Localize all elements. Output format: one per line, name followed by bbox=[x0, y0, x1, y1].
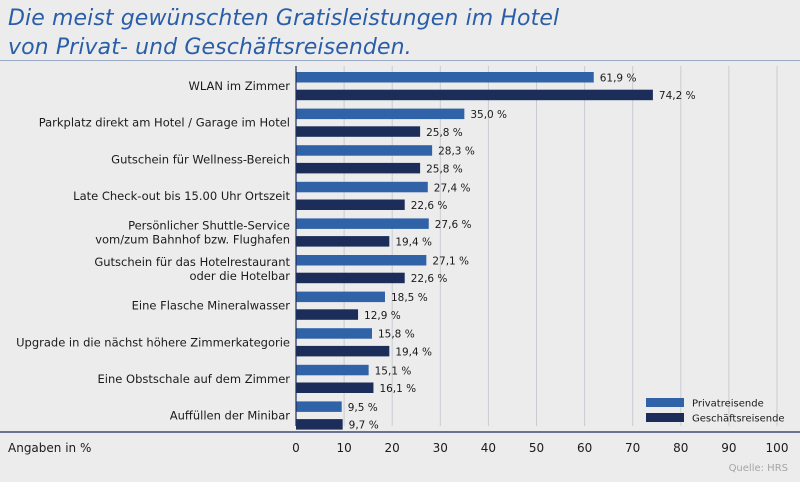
x-unit-label: Angaben in % bbox=[8, 441, 91, 455]
legend-label-privat: Privatreisende bbox=[692, 399, 764, 410]
x-tick-label-30: 30 bbox=[433, 441, 448, 455]
x-tick-label-50: 50 bbox=[529, 441, 544, 455]
x-tick-label-60: 60 bbox=[577, 441, 592, 455]
data-label-privat-9: 9,5 % bbox=[348, 402, 378, 414]
data-label-privat-3: 27,4 % bbox=[434, 182, 471, 194]
category-labels: WLAN im Zimmer Parkplatz direkt am Hotel … bbox=[16, 79, 290, 422]
bar-privat-3 bbox=[296, 181, 428, 193]
bar-geschaeft-7 bbox=[296, 345, 390, 357]
bar-geschaeft-8 bbox=[296, 382, 374, 393]
category-label-5-line-0: Gutschein für das Hotelrestaurant bbox=[94, 255, 290, 269]
bar-privat-0 bbox=[296, 72, 594, 83]
x-tick-label-90: 90 bbox=[721, 441, 736, 455]
bar-geschaeft-0 bbox=[296, 89, 653, 101]
data-label-geschaeft-6: 12,9 % bbox=[364, 310, 401, 322]
data-label-privat-8: 15,1 % bbox=[375, 365, 412, 377]
category-label-0: WLAN im Zimmer bbox=[188, 79, 290, 93]
data-label-privat-5: 27,1 % bbox=[432, 256, 469, 268]
data-label-privat-1: 35,0 % bbox=[470, 109, 507, 121]
data-label-geschaeft-1: 25,8 % bbox=[426, 127, 463, 139]
category-label-6: Eine Flasche Mineralwasser bbox=[132, 299, 291, 313]
x-tick-label-70: 70 bbox=[625, 441, 640, 455]
category-label-4-line-1: vom/zum Bahnhof bzw. Flughafen bbox=[95, 233, 290, 247]
bar-geschaeft-4 bbox=[296, 236, 390, 247]
x-tick-label-10: 10 bbox=[336, 441, 351, 455]
data-label-privat-7: 15,8 % bbox=[378, 329, 415, 341]
x-tick-label-100: 100 bbox=[766, 441, 789, 455]
data-label-privat-2: 28,3 % bbox=[438, 146, 475, 158]
chart-title-line-1: Die meist gewünschten Gratisleistungen i… bbox=[8, 6, 560, 31]
category-label-8: Eine Obstschale auf dem Zimmer bbox=[98, 372, 291, 386]
data-label-geschaeft-5: 22,6 % bbox=[411, 273, 448, 285]
x-tick-label-40: 40 bbox=[481, 441, 496, 455]
gridlines bbox=[343, 66, 778, 426]
category-label-7: Upgrade in die nächst höhere Zimmerkateg… bbox=[16, 335, 290, 349]
bar-geschaeft-3 bbox=[296, 199, 405, 210]
bar-geschaeft-2 bbox=[296, 162, 421, 174]
data-label-geschaeft-2: 25,8 % bbox=[426, 163, 463, 175]
bar-geschaeft-9 bbox=[296, 419, 343, 430]
category-label-9: Auffüllen der Minibar bbox=[170, 409, 290, 423]
data-label-geschaeft-9: 9,7 % bbox=[349, 420, 379, 432]
title-divider bbox=[0, 60, 800, 61]
data-label-geschaeft-3: 22,6 % bbox=[411, 200, 448, 212]
bar-geschaeft-5 bbox=[296, 272, 405, 284]
bar-privat-1 bbox=[296, 108, 465, 120]
category-label-5-line-1: oder die Hotelbar bbox=[189, 269, 290, 283]
x-tick-label-0: 0 bbox=[292, 441, 300, 455]
bar-privat-5 bbox=[296, 255, 427, 266]
legend: Privatreisende Geschäftsreisende bbox=[646, 398, 785, 425]
bar-privat-2 bbox=[296, 145, 433, 156]
x-axis: 0 10 20 30 40 50 60 70 80 90 100 Angaben in % bbox=[0, 66, 800, 455]
data-label-geschaeft-8: 16,1 % bbox=[379, 383, 416, 395]
chart-title: Die meist gewünschten Gratisleistungen i… bbox=[8, 4, 559, 62]
legend-label-geschaeft: Geschäftsreisende bbox=[692, 414, 785, 425]
bar-privat-7 bbox=[296, 328, 372, 339]
bar-geschaeft-1 bbox=[296, 126, 421, 137]
x-tick-label-20: 20 bbox=[385, 441, 400, 455]
bar-privat-9 bbox=[296, 401, 342, 412]
category-label-4-line-0: Persönlicher Shuttle-Service bbox=[128, 219, 290, 233]
data-label-privat-0: 61,9 % bbox=[600, 73, 637, 85]
category-label-2: Gutschein für Wellness-Bereich bbox=[111, 152, 290, 166]
category-label-1: Parkplatz direkt am Hotel / Garage im Ho… bbox=[39, 116, 290, 130]
data-label-geschaeft-0: 74,2 % bbox=[659, 90, 696, 102]
bar-privat-8 bbox=[296, 364, 369, 376]
source-note: Quelle: HRS bbox=[728, 463, 788, 474]
legend-swatch-privat bbox=[646, 398, 684, 407]
data-label-geschaeft-7: 19,4 % bbox=[395, 346, 432, 358]
bar-geschaeft-6 bbox=[296, 309, 359, 320]
chart-title-line-2: von Privat- und Geschäftsreisenden. bbox=[8, 35, 412, 60]
bar-privat-6 bbox=[296, 291, 385, 303]
bar-privat-4 bbox=[296, 218, 429, 229]
data-label-geschaeft-4: 19,4 % bbox=[395, 237, 432, 249]
data-label-privat-4: 27,6 % bbox=[435, 219, 472, 231]
category-label-3: Late Check-out bis 15.00 Uhr Ortszeit bbox=[73, 189, 290, 203]
bars: 61,9 % 74,2 % 35,0 % 25,8 % 28,3 % 25,8 % 27,4… bbox=[296, 72, 696, 432]
data-label-privat-6: 18,5 % bbox=[391, 292, 428, 304]
x-tick-label-80: 80 bbox=[673, 441, 688, 455]
legend-swatch-geschaeft bbox=[646, 413, 684, 422]
